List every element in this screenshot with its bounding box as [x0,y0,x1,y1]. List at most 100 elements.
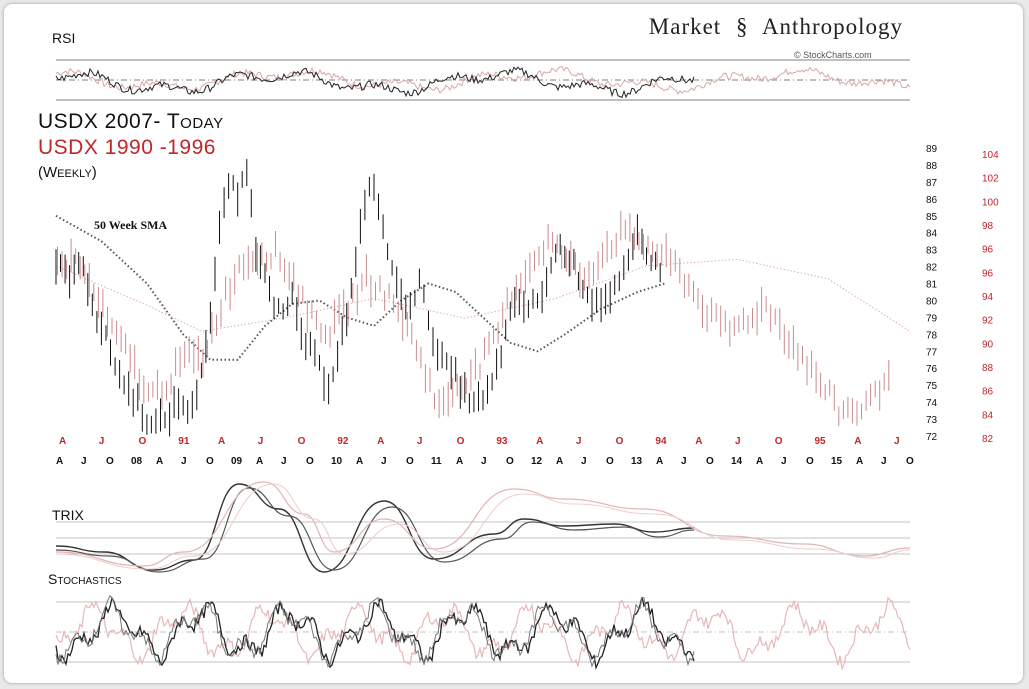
month-label-2007: O [506,456,514,467]
month-label-1990s: J [576,436,582,447]
month-label-2007: A [756,456,763,467]
rsi-title: RSI [52,30,76,46]
month-label-1990s: A [695,436,702,447]
brand-logo: Market § Anthropology [649,14,903,40]
chart-card: 89 88 87 86 85 84 83 82 81 80 79 78 77 76 75 74 73 72 104 1… [4,4,1023,683]
month-label-1990s: A [377,436,384,447]
left-tick-label: 76 [926,364,938,375]
stoch-line-1990s [55,596,911,671]
rsi-line-1990s [55,65,911,95]
left-tick-label: 80 [926,296,938,307]
month-label-1990s: J [735,436,741,447]
month-label-2007: 13 [631,456,643,467]
left-tick-label: 88 [926,161,938,172]
stoch-line-2007-d [55,594,695,668]
brand-right: Anthropology [761,14,903,39]
right-tick-label: 90 [982,339,994,350]
left-tick-label: 84 [926,229,938,240]
left-tick-label: 78 [926,330,938,341]
month-label-2007: O [706,456,714,467]
month-label-2007: J [81,456,87,467]
credit-text: © StockCharts.com [794,50,872,60]
right-tick-label: 98 [982,221,994,232]
right-tick-label: 88 [982,363,994,374]
month-label-2007: A [856,456,863,467]
sma-1990s-line [55,258,911,332]
right-tick-label: 82 [982,434,994,445]
month-label-2007: 15 [831,456,843,467]
month-label-2007: O [106,456,114,467]
month-label-1990s: J [99,436,105,447]
month-label-2007: 09 [231,456,243,467]
month-label-2007: A [56,456,63,467]
chart-title: USDX 2007- Today [38,110,224,133]
month-label-1990s: A [854,436,861,447]
left-tick-label: 73 [926,415,938,426]
right-tick-label: 104 [982,150,999,161]
left-tick-label: 83 [926,246,938,257]
month-label-1990s: J [258,436,264,447]
left-tick-label: 89 [926,144,938,155]
rsi-line-2007 [55,66,695,99]
right-tick-label: 96 [982,268,994,279]
left-tick-label: 75 [926,381,938,392]
trix-line-1990s-a [55,481,911,567]
month-label-2007: O [806,456,814,467]
month-label-1990s: O [139,436,147,447]
left-tick-label: 81 [926,280,938,291]
month-label-2007: J [181,456,187,467]
month-label-2007: J [781,456,787,467]
month-label-2007: J [381,456,387,467]
right-tick-label: 92 [982,316,994,327]
month-label-2007: A [156,456,163,467]
month-label-1990s: A [218,436,225,447]
month-label-2007: J [581,456,587,467]
trix-line-2007-b [55,487,695,573]
left-tick-label: 87 [926,178,938,189]
month-label-2007: O [406,456,414,467]
month-label-1990s: 95 [814,436,826,447]
right-tick-label: 96 [982,245,994,256]
month-label-1990s: J [417,436,423,447]
right-tick-label: 86 [982,387,994,398]
month-label-2007: A [656,456,663,467]
chart-note: (Weekly) [38,164,97,181]
left-tick-label: 82 [926,263,938,274]
month-label-2007: A [256,456,263,467]
month-label-1990s: 93 [496,436,508,447]
month-label-2007: 10 [331,456,343,467]
month-label-2007: 12 [531,456,543,467]
stoch-line-2007-k [55,596,695,670]
trix-line-1990s-b [55,483,911,570]
month-label-2007: J [681,456,687,467]
sma-annotation: 50 Week SMA [94,218,168,232]
month-label-2007: J [481,456,487,467]
month-label-1990s: 92 [337,436,349,447]
month-label-2007: J [281,456,287,467]
trix-line-2007-a [55,483,695,573]
month-label-1990s: O [616,436,624,447]
month-label-1990s: J [894,436,900,447]
left-tick-label: 86 [926,195,938,206]
left-tick-label: 79 [926,313,938,324]
month-label-1990s: 94 [655,436,667,447]
left-tick-label: 72 [926,432,938,443]
month-label-2007: A [356,456,363,467]
left-tick-label: 74 [926,398,938,409]
right-tick-label: 84 [982,410,994,421]
month-label-1990s: A [536,436,543,447]
month-label-2007: O [906,456,914,467]
right-tick-label: 102 [982,174,999,185]
right-tick-label: 100 [982,197,999,208]
month-label-1990s: O [298,436,306,447]
chart-canvas: 89 88 87 86 85 84 83 82 81 80 79 78 77 76 75 74 73 72 104 1… [55,59,999,671]
right-tick-label: 94 [982,292,994,303]
month-label-2007: J [881,456,887,467]
month-label-2007: A [456,456,463,467]
month-label-2007: 14 [731,456,743,467]
month-label-1990s: O [457,436,465,447]
stoch-title: Stochastics [48,571,122,587]
brand-left: Market [648,14,722,39]
month-label-2007: A [556,456,563,467]
month-label-2007: O [206,456,214,467]
